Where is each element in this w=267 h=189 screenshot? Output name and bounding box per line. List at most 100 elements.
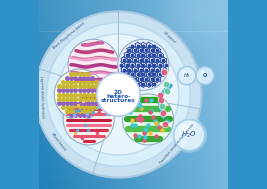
Bar [171, 35, 174, 38]
Bar [206, 9, 209, 13]
Bar [206, 28, 209, 32]
Bar [222, 28, 225, 32]
Bar [178, 6, 181, 9]
Bar [197, 13, 200, 16]
Bar [219, 0, 222, 3]
Bar [206, 50, 209, 53]
Bar [187, 19, 190, 22]
Bar [209, 22, 212, 25]
Bar [39, 129, 228, 132]
Bar [137, 0, 140, 189]
Circle shape [68, 39, 119, 90]
Bar [190, 50, 193, 53]
Bar [219, 9, 222, 13]
Bar [165, 38, 168, 41]
Bar [200, 19, 203, 22]
Bar [168, 0, 171, 189]
Bar [174, 35, 178, 38]
Bar [178, 47, 181, 50]
Bar [152, 0, 156, 189]
Bar [193, 22, 197, 25]
Bar [124, 0, 127, 189]
Bar [165, 47, 168, 50]
Bar [181, 47, 184, 50]
Bar [206, 41, 209, 44]
Bar [212, 0, 215, 3]
Bar [219, 38, 222, 41]
Circle shape [118, 39, 169, 90]
Bar [212, 35, 215, 38]
Bar [203, 32, 206, 35]
Bar [219, 50, 222, 53]
Bar [39, 79, 228, 82]
Bar [219, 16, 222, 19]
Bar [193, 57, 197, 60]
Bar [39, 82, 228, 85]
Bar [222, 19, 225, 22]
Bar [219, 25, 222, 28]
Bar [190, 3, 193, 6]
Bar [206, 0, 209, 189]
Bar [165, 44, 168, 47]
Bar [206, 22, 209, 25]
Bar [168, 47, 171, 50]
Bar [203, 0, 206, 189]
Bar [181, 3, 184, 6]
Bar [187, 47, 190, 50]
Circle shape [54, 69, 105, 120]
Bar [193, 28, 197, 32]
Bar [149, 16, 152, 19]
Bar [99, 0, 102, 189]
Bar [219, 28, 222, 32]
Bar [193, 41, 197, 44]
Bar [39, 66, 228, 69]
Bar [165, 6, 168, 9]
Bar [190, 22, 193, 25]
Bar [225, 22, 228, 25]
Bar [171, 0, 174, 189]
Bar [209, 53, 212, 57]
Bar [209, 0, 212, 189]
Bar [209, 13, 212, 16]
Bar [156, 32, 159, 35]
Bar [184, 41, 187, 44]
Bar [48, 0, 52, 189]
Bar [39, 148, 228, 151]
Bar [149, 6, 152, 9]
Bar [39, 113, 228, 117]
Bar [225, 38, 228, 41]
Bar [64, 0, 67, 189]
Bar [171, 9, 174, 13]
Circle shape [200, 70, 205, 76]
Bar [181, 0, 184, 189]
Bar [159, 3, 162, 6]
Bar [174, 53, 178, 57]
Text: $H_2O$: $H_2O$ [181, 130, 197, 140]
Bar [39, 183, 228, 186]
Bar [181, 25, 184, 28]
Bar [39, 176, 228, 180]
Bar [174, 22, 178, 25]
Bar [222, 13, 225, 16]
Bar [174, 50, 178, 53]
Circle shape [177, 66, 197, 86]
Bar [162, 9, 165, 13]
Circle shape [46, 23, 190, 166]
Bar [174, 41, 178, 44]
Bar [171, 0, 174, 3]
Bar [200, 47, 203, 50]
Circle shape [179, 125, 190, 136]
Bar [156, 22, 159, 25]
Bar [225, 25, 228, 28]
Bar [159, 0, 162, 3]
Bar [39, 41, 228, 44]
Bar [61, 0, 64, 189]
Bar [193, 44, 197, 47]
Bar [206, 53, 209, 57]
Bar [178, 19, 181, 22]
Bar [39, 69, 228, 72]
Bar [156, 0, 159, 3]
Bar [209, 57, 212, 60]
Bar [168, 32, 171, 35]
Bar [222, 6, 225, 9]
